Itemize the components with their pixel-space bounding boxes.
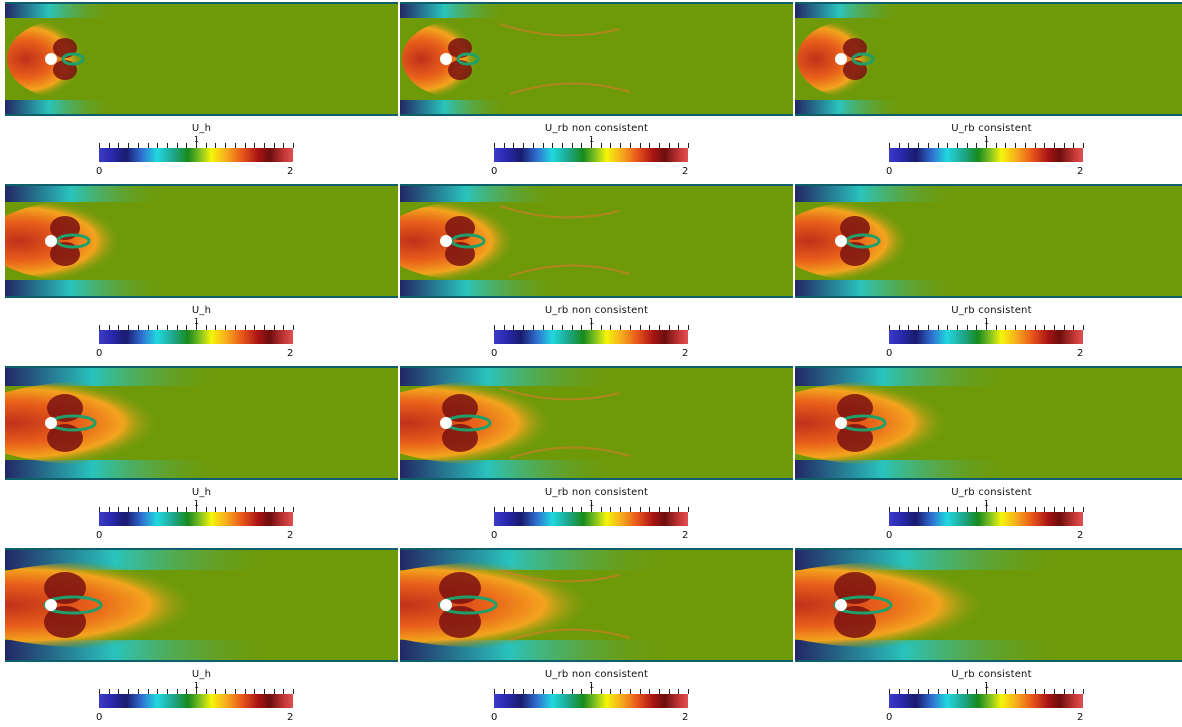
colorbar-max-label: 2 (287, 530, 294, 541)
panel-caption: U_h (191, 305, 212, 316)
colorbar-ticks (99, 502, 294, 512)
flow-panel: U_rb consistent 1 0 2 (795, 548, 1182, 726)
flow-panel: U_rb consistent 1 0 2 (795, 366, 1182, 544)
colorbar (99, 148, 293, 162)
panel-caption: U_rb non consistent (544, 669, 649, 680)
colorbar-ticks (889, 138, 1084, 148)
velocity-field-image (5, 548, 398, 662)
colorbar-min-label: 0 (96, 166, 103, 177)
colorbar-mid-label: 1 (589, 499, 595, 508)
colorbar-min-label: 0 (96, 348, 103, 359)
colorbar-mid-label: 1 (984, 317, 990, 326)
colorbar-ticks (494, 320, 689, 330)
flow-panel: U_rb non consistent 1 0 2 (400, 2, 793, 180)
colorbar (99, 330, 293, 344)
panel-caption: U_rb consistent (951, 487, 1032, 498)
colorbar (889, 148, 1083, 162)
flow-panel: U_rb non consistent 1 0 2 (400, 184, 793, 362)
colorbar (494, 512, 688, 526)
panel-caption: U_rb consistent (951, 669, 1032, 680)
colorbar-mid-label: 1 (194, 681, 200, 690)
flow-panel: U_rb non consistent 1 0 2 (400, 548, 793, 726)
panel-caption: U_rb consistent (951, 305, 1032, 316)
colorbar-min-label: 0 (491, 166, 498, 177)
colorbar-max-label: 2 (287, 348, 294, 359)
panel-caption: U_rb consistent (951, 123, 1032, 134)
colorbar-max-label: 2 (1077, 712, 1084, 723)
colorbar (889, 330, 1083, 344)
colorbar-min-label: 0 (491, 348, 498, 359)
colorbar-mid-label: 1 (194, 317, 200, 326)
panel-caption: U_rb non consistent (544, 487, 649, 498)
colorbar-mid-label: 1 (589, 681, 595, 690)
colorbar-ticks (889, 502, 1084, 512)
colorbar-ticks (99, 320, 294, 330)
colorbar-max-label: 2 (682, 348, 689, 359)
colorbar-min-label: 0 (96, 712, 103, 723)
velocity-field-image (795, 2, 1182, 116)
colorbar-ticks (889, 684, 1084, 694)
colorbar (99, 694, 293, 708)
flow-panel: U_rb consistent 1 0 2 (795, 2, 1182, 180)
flow-panel: U_h 1 0 2 (5, 2, 398, 180)
flow-panel: U_rb consistent 1 0 2 (795, 184, 1182, 362)
colorbar-max-label: 2 (682, 166, 689, 177)
colorbar-min-label: 0 (886, 712, 893, 723)
panel-caption: U_h (191, 123, 212, 134)
panel-caption: U_rb non consistent (544, 305, 649, 316)
colorbar-ticks (99, 138, 294, 148)
colorbar (889, 512, 1083, 526)
colorbar-max-label: 2 (1077, 530, 1084, 541)
colorbar (889, 694, 1083, 708)
colorbar (494, 148, 688, 162)
colorbar-mid-label: 1 (194, 499, 200, 508)
colorbar-min-label: 0 (886, 166, 893, 177)
flow-panel: U_h 1 0 2 (5, 366, 398, 544)
velocity-field-image (5, 366, 398, 480)
flow-panel: U_h 1 0 2 (5, 548, 398, 726)
velocity-field-image (400, 2, 793, 116)
velocity-field-image (400, 548, 793, 662)
colorbar-ticks (889, 320, 1084, 330)
flow-panel: U_h 1 0 2 (5, 184, 398, 362)
colorbar-mid-label: 1 (194, 135, 200, 144)
panel-caption: U_h (191, 487, 212, 498)
colorbar-ticks (99, 684, 294, 694)
colorbar (494, 330, 688, 344)
colorbar-mid-label: 1 (984, 135, 990, 144)
colorbar-ticks (494, 138, 689, 148)
velocity-field-image (795, 366, 1182, 480)
velocity-field-image (795, 184, 1182, 298)
colorbar (494, 694, 688, 708)
velocity-field-image (5, 2, 398, 116)
velocity-field-image (5, 184, 398, 298)
colorbar-max-label: 2 (1077, 348, 1084, 359)
velocity-field-image (400, 366, 793, 480)
colorbar-ticks (494, 684, 689, 694)
colorbar-min-label: 0 (886, 348, 893, 359)
velocity-field-image (400, 184, 793, 298)
colorbar-mid-label: 1 (984, 499, 990, 508)
panel-caption: U_rb non consistent (544, 123, 649, 134)
colorbar-max-label: 2 (682, 712, 689, 723)
colorbar-mid-label: 1 (589, 135, 595, 144)
colorbar-mid-label: 1 (589, 317, 595, 326)
colorbar-mid-label: 1 (984, 681, 990, 690)
colorbar (99, 512, 293, 526)
colorbar-min-label: 0 (491, 712, 498, 723)
colorbar-max-label: 2 (682, 530, 689, 541)
colorbar-min-label: 0 (886, 530, 893, 541)
flow-panel: U_rb non consistent 1 0 2 (400, 366, 793, 544)
colorbar-max-label: 2 (287, 166, 294, 177)
velocity-field-image (795, 548, 1182, 662)
colorbar-ticks (494, 502, 689, 512)
colorbar-min-label: 0 (96, 530, 103, 541)
colorbar-min-label: 0 (491, 530, 498, 541)
colorbar-max-label: 2 (1077, 166, 1084, 177)
panel-caption: U_h (191, 669, 212, 680)
colorbar-max-label: 2 (287, 712, 294, 723)
